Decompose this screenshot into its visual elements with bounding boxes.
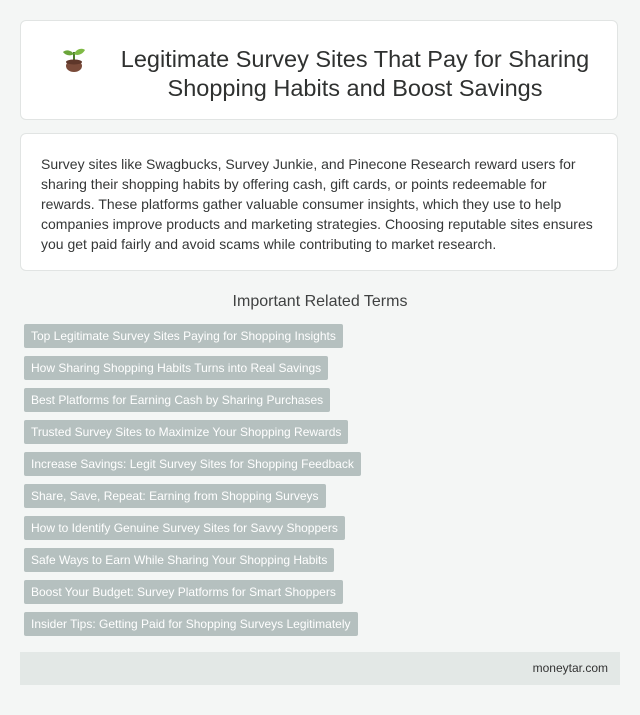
related-term-tag[interactable]: Insider Tips: Getting Paid for Shopping …	[24, 612, 358, 636]
page-title: Legitimate Survey Sites That Pay for Sha…	[120, 46, 590, 101]
intro-card: Survey sites like Swagbucks, Survey Junk…	[20, 133, 618, 271]
related-term-tag[interactable]: Safe Ways to Earn While Sharing Your Sho…	[24, 548, 335, 572]
related-term-tag[interactable]: Boost Your Budget: Survey Platforms for …	[24, 580, 343, 604]
header-inner: Legitimate Survey Sites That Pay for Sha…	[61, 45, 601, 103]
related-term-tag[interactable]: Top Legitimate Survey Sites Paying for S…	[24, 324, 343, 348]
related-term-tag[interactable]: Trusted Survey Sites to Maximize Your Sh…	[24, 420, 349, 444]
related-term-tag[interactable]: Increase Savings: Legit Survey Sites for…	[24, 452, 361, 476]
related-term-tag[interactable]: How Sharing Shopping Habits Turns into R…	[24, 356, 329, 380]
related-term-tag[interactable]: Share, Save, Repeat: Earning from Shoppi…	[24, 484, 326, 508]
related-term-tag[interactable]: Best Platforms for Earning Cash by Shari…	[24, 388, 331, 412]
related-terms-heading: Important Related Terms	[232, 293, 408, 310]
sprout-icon	[63, 48, 85, 72]
footer: moneytar.com	[20, 652, 620, 685]
related-term-tag[interactable]: How to Identify Genuine Survey Sites for…	[24, 516, 345, 540]
header-card: Legitimate Survey Sites That Pay for Sha…	[20, 20, 618, 120]
related-terms-list: Top Legitimate Survey Sites Paying for S…	[24, 324, 616, 644]
intro-paragraph: Survey sites like Swagbucks, Survey Junk…	[41, 156, 593, 252]
footer-site-name: moneytar.com	[532, 661, 608, 675]
